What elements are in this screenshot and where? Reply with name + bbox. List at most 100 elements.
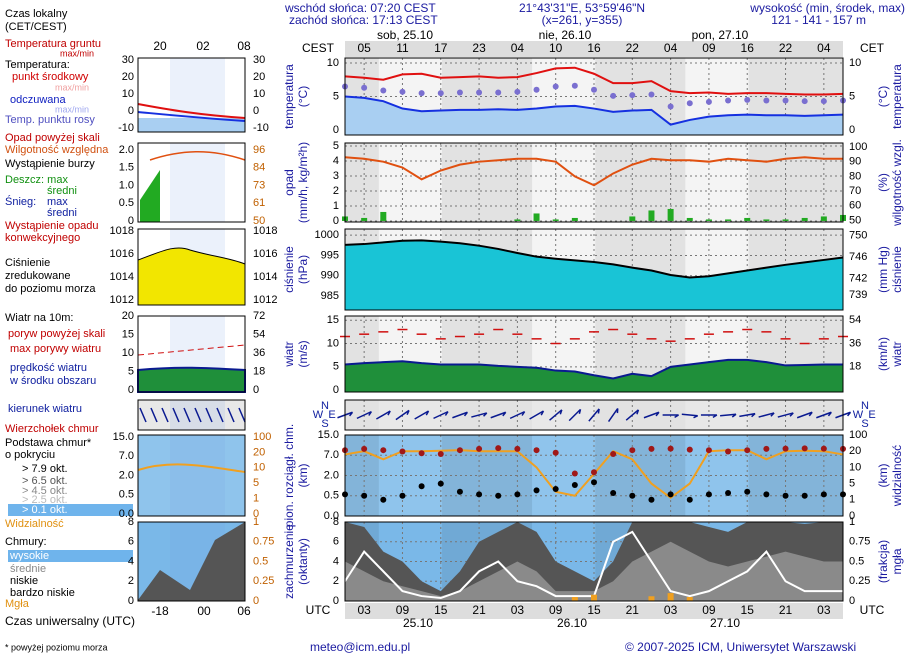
legend-tick-label: 54: [253, 328, 265, 340]
legend-text: Podstawa chmur*: [5, 437, 92, 449]
dot: [686, 100, 693, 107]
legend-tick-label: 96: [253, 144, 265, 156]
dot: [648, 445, 655, 452]
legend-text: Wilgotność względna: [5, 144, 109, 156]
wind-arrow: [568, 408, 582, 422]
wind-arrow: [356, 410, 373, 420]
dot: [533, 86, 540, 93]
y-axis-unit: (oktanty): [296, 538, 310, 585]
time-axis-label: CET: [860, 41, 885, 55]
legend-tick-label: 72: [253, 310, 265, 322]
wind-arrow: [816, 411, 832, 419]
dot: [361, 492, 368, 499]
legend-tick-label: 15.0: [113, 431, 134, 443]
dot: [437, 480, 444, 487]
legend-tick-label: 30: [122, 54, 134, 66]
legend-tick-label: 73: [253, 179, 265, 191]
legend-text: Czas lokalny: [5, 8, 68, 20]
y2-axis-unit: (%): [876, 173, 890, 192]
bar: [744, 217, 751, 221]
wind-arrow: [796, 411, 813, 419]
wind-arrow: [625, 409, 640, 421]
bar: [552, 219, 559, 221]
legend-tick-label: 20: [122, 310, 134, 322]
time-axis-label: UTC: [860, 603, 885, 617]
x-tick-label: 10: [549, 41, 563, 55]
wind-arrow: [681, 413, 699, 419]
legend-text: prędkość wiatru: [10, 362, 87, 374]
line: [344, 239, 844, 279]
night-band: [345, 143, 379, 222]
legend-tick-label: 20: [253, 446, 265, 458]
legend-sample: [238, 407, 246, 423]
legend-sample: [172, 407, 180, 423]
legend-text: Temperatura:: [5, 59, 70, 71]
legend-tick-label: 5: [128, 365, 134, 377]
y-tick-label: 0: [333, 595, 339, 607]
dot: [514, 88, 521, 95]
compass-letter: S: [321, 418, 328, 430]
dot: [399, 448, 406, 455]
y2-tick-label: 739: [849, 289, 867, 301]
x-tick-label: 04: [817, 41, 831, 55]
legend-tick-label: 84: [253, 162, 265, 174]
dot: [801, 98, 808, 105]
dot: [571, 470, 578, 477]
y-tick-label: 4: [333, 555, 339, 567]
legend-text: odczuwana: [10, 94, 67, 106]
y2-tick-label: 746: [849, 251, 867, 263]
legend-sample: [227, 407, 235, 423]
legend-text: zredukowane: [5, 270, 70, 282]
legend-sample: [138, 522, 245, 601]
line: [344, 358, 843, 380]
y-tick-label: 15: [327, 314, 339, 326]
dot: [495, 445, 502, 452]
legend-text: wysokie: [9, 550, 49, 562]
legend-text: punkt środkowy: [12, 71, 89, 83]
x-tick-label: 15: [741, 603, 755, 617]
bar: [686, 217, 693, 221]
wind-arrow: [662, 414, 680, 419]
y2-tick-label: 5: [849, 478, 855, 490]
dot: [571, 82, 578, 89]
email[interactable]: meteo@icm.edu.pl: [310, 640, 410, 654]
time-band: [345, 41, 843, 57]
legend-tick-label: 1014: [110, 271, 134, 283]
y-axis-label: ciśnienie: [282, 246, 296, 293]
dot: [610, 490, 617, 497]
legend-tick-label: 61: [253, 197, 265, 209]
dot: [667, 491, 674, 498]
bar: [801, 217, 808, 221]
dot: [705, 98, 712, 105]
y-tick-label: 5: [333, 90, 339, 102]
legend-text: kierunek wiatru: [8, 403, 82, 415]
legend-tick-label: 50: [253, 215, 265, 227]
dot: [418, 450, 425, 457]
y-tick-label: 10: [327, 337, 339, 349]
legend-swatch: [8, 504, 133, 516]
legend-tick-label: 4: [128, 555, 134, 567]
sunset: zachód słońca: 17:13 CEST: [289, 13, 438, 27]
y-axis-label: zachmurzenie: [282, 524, 296, 599]
compass-letter: S: [861, 418, 868, 430]
dot: [610, 92, 617, 99]
dot: [744, 447, 751, 454]
wind-arrow: [607, 408, 619, 422]
bar: [571, 597, 578, 601]
dot: [705, 491, 712, 498]
dot: [648, 91, 655, 98]
x-tick-label: 16: [587, 41, 601, 55]
legend-text: > 2.5 okt.: [22, 494, 68, 506]
x-tick-label: 09: [702, 603, 716, 617]
legend: Czas lokalny (CET/CEST) Temperatura grun…: [5, 8, 135, 652]
x-tick-label: 04: [664, 41, 678, 55]
dot: [437, 90, 444, 97]
legend-text: poryw powyżej skali: [8, 328, 105, 340]
legend-text: Deszcz: max: [5, 174, 68, 186]
legend-tick-label: 1014: [253, 271, 277, 283]
wind-arrow: [720, 413, 737, 418]
legend-text: max porywy wiatru: [10, 343, 101, 355]
legend-panel: [138, 435, 245, 516]
y2-axis-unit: (mm Hg): [876, 246, 890, 293]
